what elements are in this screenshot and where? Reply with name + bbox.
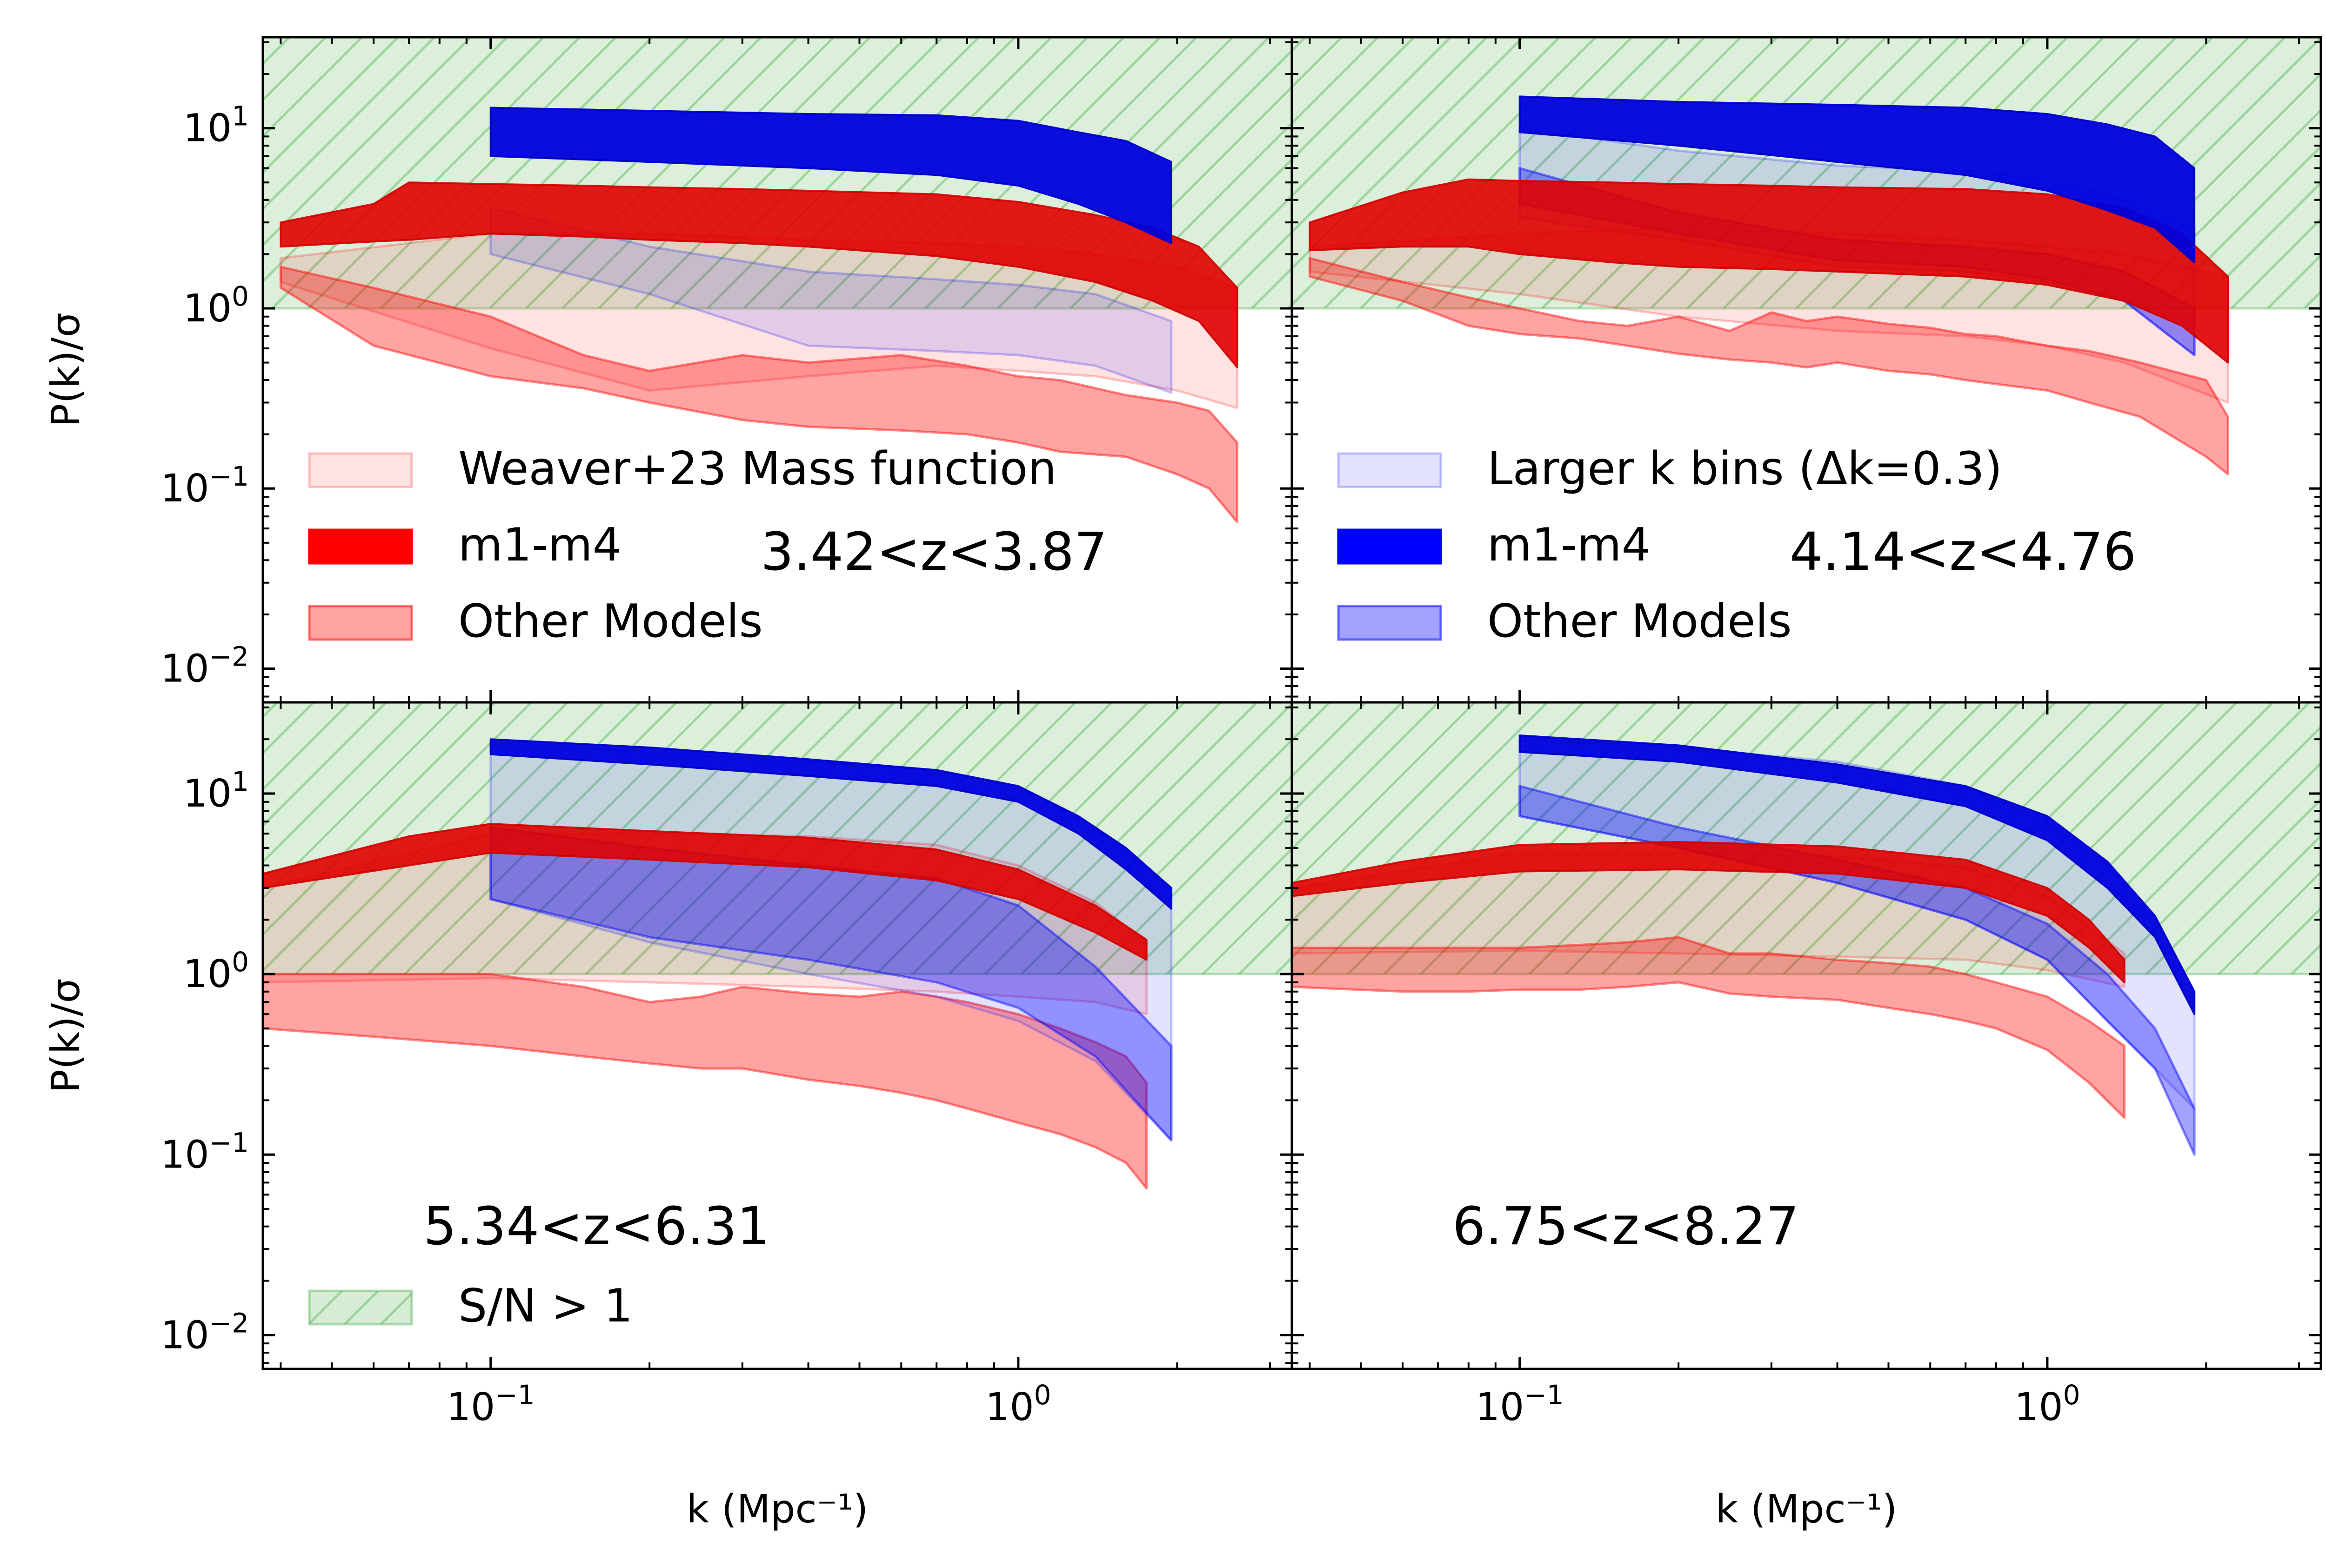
legend-swatch <box>1337 452 1442 488</box>
x-axis-label: k (Mpc⁻¹) <box>687 1486 869 1532</box>
axes-text-layer: 10−2 10−1 100 101 P(k)/σ 3.42<z<3.87 Weaver+23… <box>43 100 2136 1532</box>
legend-swatch <box>308 605 413 641</box>
band-solid-blue <box>489 107 1172 244</box>
redshift-label: 3.42<z<3.87 <box>761 522 1107 582</box>
legend-label: Other Models <box>1487 595 1792 648</box>
y-tick-label: 101 <box>183 100 249 151</box>
ticks-p3 <box>263 702 1292 1369</box>
y-tick-label: 10−2 <box>160 1307 249 1357</box>
panel-p1 <box>263 37 1292 524</box>
band-mid-red <box>279 266 1239 524</box>
y-tick-label: 10−1 <box>160 460 249 511</box>
band-solid-red <box>1292 841 2125 983</box>
band-mid-red <box>1292 936 2126 1119</box>
panel-p4 <box>1292 702 2321 1156</box>
band-light-blue <box>489 207 1173 394</box>
y-tick-label: 100 <box>183 280 249 331</box>
frames-layer <box>261 36 2322 1370</box>
band-mid-red <box>263 973 1148 1190</box>
legend-swatch <box>308 528 413 565</box>
band-solid-blue <box>489 738 1172 910</box>
legend-label: m1-m4 <box>458 519 622 572</box>
redshift-label: 4.14<z<4.76 <box>1790 522 2136 582</box>
panels-layer <box>263 37 2321 1190</box>
ticks-p4 <box>1292 702 2321 1369</box>
panel-p3 <box>263 702 1292 1190</box>
panel-frame <box>1290 701 2322 1370</box>
legend-label: Larger k bins (Δk=0.3) <box>1487 442 2002 495</box>
y-tick-label: 10−1 <box>160 1127 249 1177</box>
x-tick-label: 10−1 <box>1476 1379 1564 1429</box>
x-tick-label: 10−1 <box>447 1379 535 1429</box>
y-axis-label: P(k)/σ <box>43 313 88 427</box>
redshift-label: 5.34<z<6.31 <box>423 1196 770 1257</box>
y-axis-label: P(k)/σ <box>43 978 88 1093</box>
band-solid-blue <box>1518 734 2196 1015</box>
band-solid-red <box>280 181 1238 368</box>
legend-swatch <box>1337 528 1442 565</box>
legend-swatch <box>1337 605 1442 641</box>
y-tick-label: 101 <box>183 766 249 816</box>
band-solid-red <box>1309 178 2229 364</box>
band-mid-red <box>1308 257 2229 476</box>
panel-p2 <box>1292 37 2321 476</box>
y-tick-label: 10−2 <box>160 641 249 691</box>
legend-swatch-hatch <box>309 1291 412 1324</box>
legend-label: Other Models <box>458 595 763 648</box>
legend-label: m1-m4 <box>1487 519 1651 572</box>
y-tick-label: 100 <box>183 946 249 996</box>
legend-label: S/N > 1 <box>458 1280 633 1333</box>
ticks-p2 <box>1292 37 2321 702</box>
redshift-label: 6.75<z<8.27 <box>1452 1196 1799 1257</box>
x-tick-label: 100 <box>2014 1379 2080 1429</box>
band-solid-blue <box>1518 95 2196 264</box>
legend-swatch <box>308 452 413 488</box>
legend-label: Weaver+23 Mass function <box>458 442 1056 495</box>
band-solid-red <box>263 823 1148 961</box>
x-axis-label: k (Mpc⁻¹) <box>1716 1486 1898 1532</box>
x-tick-label: 100 <box>985 1379 1051 1429</box>
